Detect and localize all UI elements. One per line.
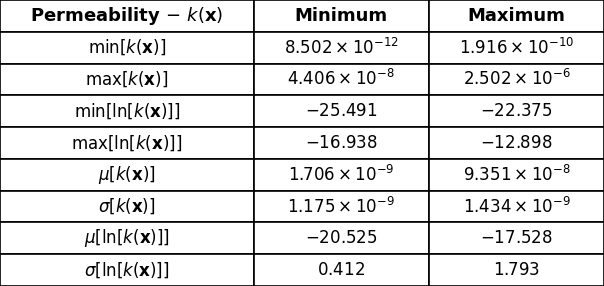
Bar [254, 0, 429, 32]
Text: Maximum: Maximum [467, 7, 565, 25]
Bar [254, 32, 429, 63]
Text: $\mu[k(\mathbf{x})]$: $\mu[k(\mathbf{x})]$ [98, 164, 156, 186]
Bar [429, 63, 604, 95]
Bar [429, 32, 604, 63]
Text: $-16.938$: $-16.938$ [305, 134, 378, 152]
Bar [254, 223, 429, 254]
Text: $\sigma[k(\mathbf{x})]$: $\sigma[k(\mathbf{x})]$ [98, 197, 156, 216]
Bar [254, 191, 429, 223]
Text: $\max[\ln[k(\mathbf{x})]]$: $\max[\ln[k(\mathbf{x})]]$ [71, 133, 182, 153]
Text: $1.793$: $1.793$ [493, 261, 540, 279]
Text: $8.502 \times 10^{-12}$: $8.502 \times 10^{-12}$ [284, 38, 399, 58]
Text: $\min[\ln[k(\mathbf{x})]]$: $\min[\ln[k(\mathbf{x})]]$ [74, 102, 180, 121]
Bar [254, 254, 429, 286]
Text: $0.412$: $0.412$ [317, 261, 365, 279]
Text: $\max[k(\mathbf{x})]$: $\max[k(\mathbf{x})]$ [85, 70, 169, 89]
Bar [429, 0, 604, 32]
Bar [0, 32, 254, 63]
Text: $\min[k(\mathbf{x})]$: $\min[k(\mathbf{x})]$ [88, 38, 166, 57]
Text: $2.502 \times 10^{-6}$: $2.502 \times 10^{-6}$ [463, 69, 570, 90]
Bar [0, 223, 254, 254]
Text: $-17.528$: $-17.528$ [480, 229, 553, 247]
Bar [0, 0, 254, 32]
Text: $\mu[\ln[k(\mathbf{x})]]$: $\mu[\ln[k(\mathbf{x})]]$ [84, 227, 170, 249]
Bar [254, 159, 429, 191]
Bar [254, 63, 429, 95]
Bar [429, 223, 604, 254]
Text: $4.406 \times 10^{-8}$: $4.406 \times 10^{-8}$ [288, 69, 395, 90]
Bar [429, 191, 604, 223]
Bar [0, 191, 254, 223]
Text: $1.706 \times 10^{-9}$: $1.706 \times 10^{-9}$ [288, 165, 394, 185]
Bar [0, 127, 254, 159]
Text: $1.175 \times 10^{-9}$: $1.175 \times 10^{-9}$ [288, 196, 395, 217]
Bar [0, 159, 254, 191]
Text: $1.434 \times 10^{-9}$: $1.434 \times 10^{-9}$ [463, 196, 570, 217]
Text: $-25.491$: $-25.491$ [305, 102, 378, 120]
Text: Permeability $-$ $k(\mathbf{x})$: Permeability $-$ $k(\mathbf{x})$ [30, 5, 223, 27]
Bar [0, 63, 254, 95]
Bar [429, 127, 604, 159]
Text: $\sigma[\ln[k(\mathbf{x})]]$: $\sigma[\ln[k(\mathbf{x})]]$ [84, 260, 170, 280]
Bar [429, 254, 604, 286]
Bar [0, 254, 254, 286]
Text: $-22.375$: $-22.375$ [480, 102, 553, 120]
Text: $9.351 \times 10^{-8}$: $9.351 \times 10^{-8}$ [463, 165, 570, 185]
Bar [429, 159, 604, 191]
Bar [429, 95, 604, 127]
Text: $1.916 \times 10^{-10}$: $1.916 \times 10^{-10}$ [459, 38, 574, 58]
Bar [0, 95, 254, 127]
Text: Minimum: Minimum [295, 7, 388, 25]
Bar [254, 95, 429, 127]
Text: $-12.898$: $-12.898$ [480, 134, 553, 152]
Bar [254, 127, 429, 159]
Text: $-20.525$: $-20.525$ [305, 229, 378, 247]
